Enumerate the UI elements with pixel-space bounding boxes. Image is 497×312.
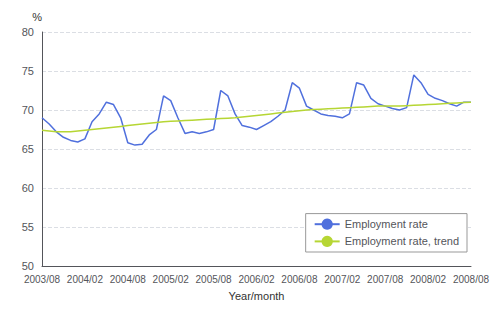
svg-text:55: 55 xyxy=(22,221,34,233)
svg-text:2004/08: 2004/08 xyxy=(110,274,147,285)
svg-text:80: 80 xyxy=(22,26,34,38)
svg-text:2003/08: 2003/08 xyxy=(24,274,61,285)
svg-text:50: 50 xyxy=(22,260,34,272)
svg-text:Employment rate: Employment rate xyxy=(345,218,428,230)
svg-text:2006/02: 2006/02 xyxy=(238,274,275,285)
svg-text:60: 60 xyxy=(22,182,34,194)
svg-text:2005/02: 2005/02 xyxy=(153,274,190,285)
svg-text:65: 65 xyxy=(22,143,34,155)
svg-text:2007/08: 2007/08 xyxy=(367,274,404,285)
svg-text:2008/08: 2008/08 xyxy=(453,274,490,285)
svg-text:Employment rate, trend: Employment rate, trend xyxy=(345,235,459,247)
svg-text:2007/02: 2007/02 xyxy=(324,274,361,285)
svg-text:2006/08: 2006/08 xyxy=(281,274,318,285)
svg-text:2008/02: 2008/02 xyxy=(410,274,447,285)
svg-text:2004/02: 2004/02 xyxy=(67,274,104,285)
svg-text:2005/08: 2005/08 xyxy=(196,274,233,285)
svg-text:%: % xyxy=(32,11,42,23)
svg-text:70: 70 xyxy=(22,104,34,116)
svg-text:75: 75 xyxy=(22,65,34,77)
svg-text:Year/month: Year/month xyxy=(229,290,285,302)
